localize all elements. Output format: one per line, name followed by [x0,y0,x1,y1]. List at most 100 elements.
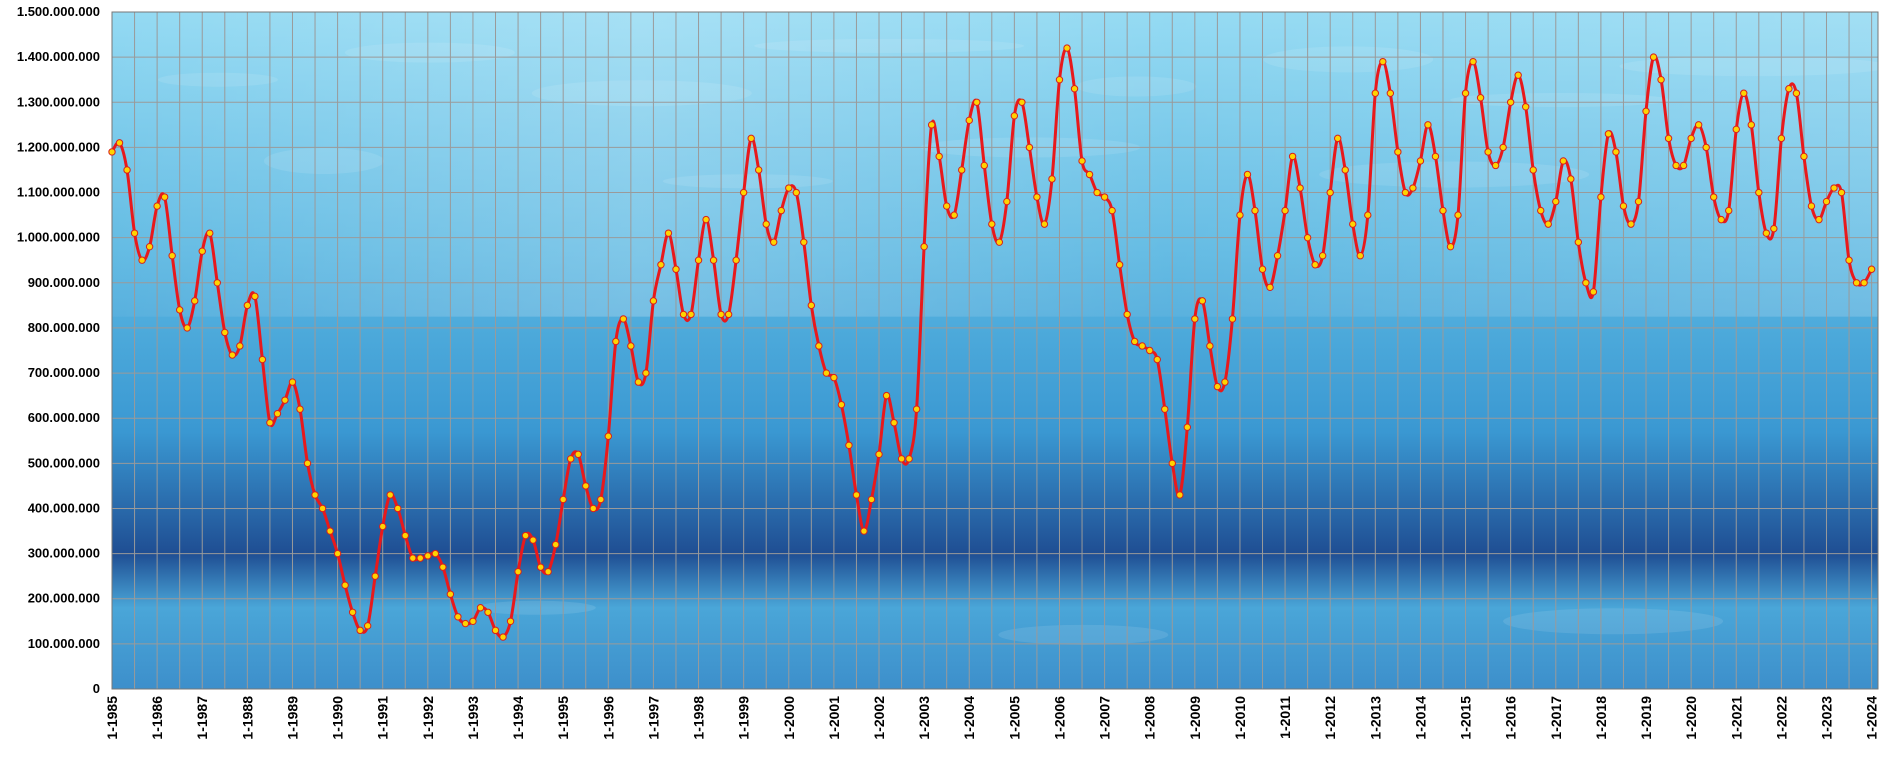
data-point [1469,57,1477,66]
x-tick-label: 1-2010 [1232,696,1248,740]
data-point [627,342,635,350]
data-point [551,540,560,549]
data-point [1266,283,1274,292]
data-point [890,419,898,427]
data-point [1093,188,1101,197]
data-point [822,369,831,377]
data-point [679,310,688,319]
data-point [777,206,785,215]
x-tick-label: 1-1988 [239,696,255,740]
data-point [1582,279,1590,287]
data-point [1424,121,1432,129]
data-point [1514,71,1522,79]
data-point [1649,53,1658,61]
x-tick-label: 1-2008 [1142,696,1158,740]
x-tick-label: 1-2011 [1277,696,1293,739]
data-point [1296,184,1304,192]
data-point [1018,98,1026,106]
data-point [1161,405,1169,413]
data-point [1679,161,1688,170]
data-point [333,549,342,558]
data-point [1318,252,1327,260]
data-point [363,622,372,630]
data-point [597,495,605,504]
data-point [1476,94,1485,102]
data-point [1461,89,1470,97]
data-point [416,554,425,562]
data-point [732,256,740,264]
data-point [1085,170,1094,179]
data-point [1506,98,1515,106]
data-point [138,256,146,264]
data-point [446,590,455,598]
data-point [1334,134,1342,143]
data-point [529,536,537,544]
data-point [251,292,259,301]
data-point [1800,152,1808,161]
data-point [1687,134,1695,143]
water-ripple [1503,608,1724,635]
data-point [995,238,1004,246]
data-point [589,504,597,513]
x-tick-label: 1-2022 [1773,696,1789,740]
x-tick-label: 1-1997 [645,696,661,740]
data-point [1725,206,1733,215]
data-point [409,554,417,562]
x-tick-label: 1-2000 [781,696,797,740]
data-point [1213,382,1222,391]
data-point [379,522,387,531]
y-tick-label: 100.000.000 [28,636,100,651]
data-point [221,328,229,337]
data-point [852,491,861,499]
data-point [1198,297,1207,305]
data-point [236,342,244,350]
data-point [642,369,650,377]
data-point [1326,188,1334,197]
water-ripple [475,600,596,615]
data-point [386,491,394,499]
data-point [1303,233,1312,242]
data-point [672,265,680,273]
data-point [1025,143,1034,152]
data-point [709,256,718,264]
data-point [175,306,184,314]
data-point [1281,206,1289,215]
x-tick-label: 1-2007 [1097,696,1113,740]
data-point [785,184,793,192]
data-point [348,608,357,616]
data-point [491,626,500,635]
data-point [1537,206,1545,215]
data-point [1251,206,1259,215]
data-point [191,297,199,305]
data-point [514,567,522,576]
y-tick-label: 800.000.000 [28,320,100,335]
x-tick-label: 1-2016 [1503,696,1519,740]
data-point [1604,130,1613,138]
data-point [1221,378,1229,386]
data-point [754,166,763,174]
data-point [1439,206,1447,215]
data-point [1822,197,1831,206]
x-tick-label: 1-2024 [1864,696,1880,740]
water-ripple [344,42,515,63]
data-point [1747,121,1755,129]
data-point [401,531,409,540]
data-point [702,215,710,224]
data-point [912,405,921,413]
data-point [213,279,221,287]
data-point [897,455,906,463]
data-point [1356,252,1364,260]
data-point [657,261,665,269]
data-point [1522,103,1530,111]
data-point [1807,202,1816,210]
data-point [439,563,447,571]
data-point [318,504,327,513]
data-point [739,188,748,197]
data-point [559,495,567,504]
data-point [664,229,673,237]
water-ripple [1263,46,1434,73]
x-tick-label: 1-2013 [1367,696,1383,740]
data-point [183,324,191,332]
